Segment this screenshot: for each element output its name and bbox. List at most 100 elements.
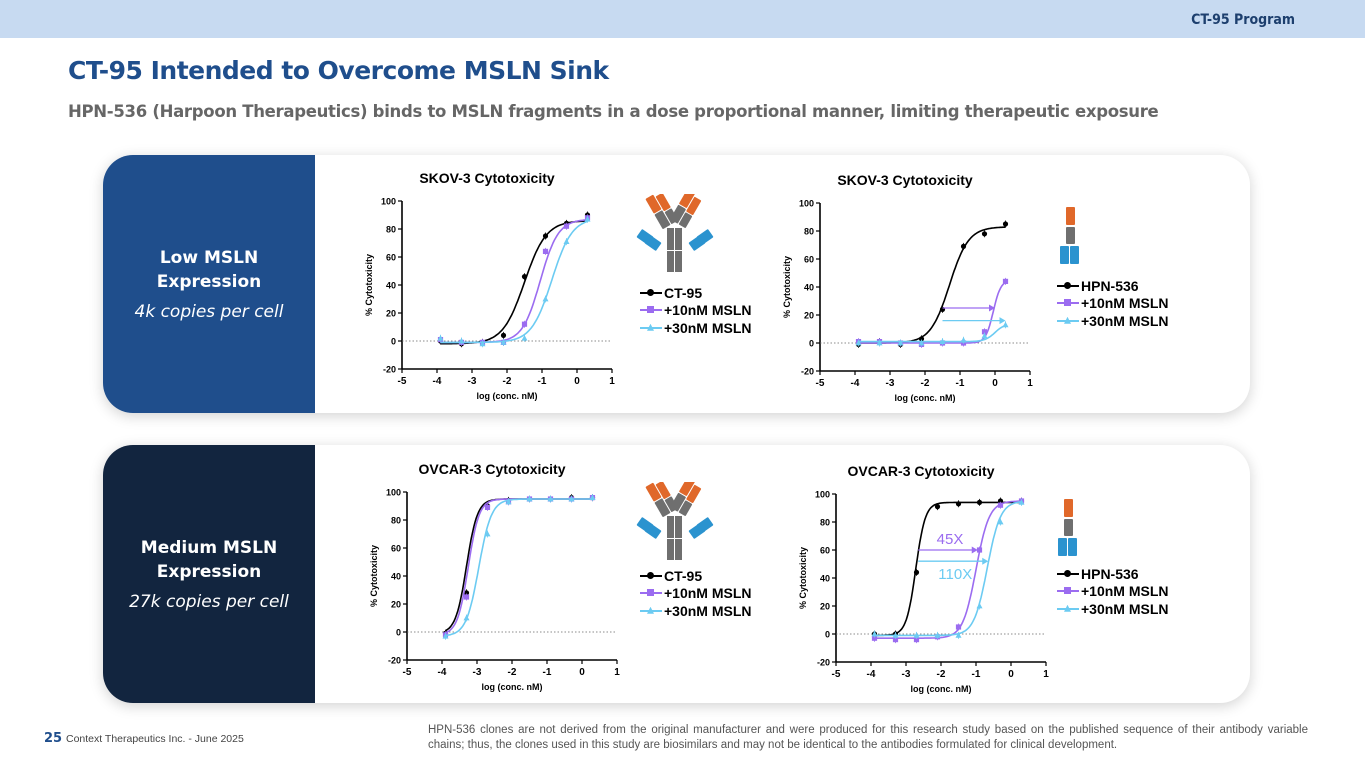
constant-heavy xyxy=(654,498,671,517)
data-point xyxy=(463,590,470,596)
data-point xyxy=(981,332,988,339)
x-tick-label: -5 xyxy=(832,669,841,680)
legend-label: +10nM MSLN xyxy=(664,585,752,602)
legend-swatch-icon xyxy=(1057,316,1079,326)
y-tick-label: -20 xyxy=(383,365,396,375)
y-tick-label: -20 xyxy=(801,367,814,377)
legend-item: +10nM MSLN xyxy=(640,302,752,320)
x-tick-label: 0 xyxy=(574,376,580,387)
data-point xyxy=(976,547,983,553)
legend-swatch-icon xyxy=(640,305,662,315)
legend-item: +30nM MSLN xyxy=(640,602,752,620)
fit-curve xyxy=(440,220,588,345)
x-tick-label: -5 xyxy=(398,376,407,387)
x-tick-label: -4 xyxy=(867,669,876,680)
fold-shift-label: 110X xyxy=(938,566,972,583)
y-tick-label: 40 xyxy=(820,574,830,584)
antibody-arm xyxy=(645,482,679,517)
scfv-right xyxy=(688,523,706,539)
data-point xyxy=(463,594,470,600)
y-tick-label: 100 xyxy=(381,197,396,207)
y-tick-label: -20 xyxy=(388,656,401,666)
data-point xyxy=(955,632,962,638)
x-tick-label: -1 xyxy=(538,376,547,387)
y-tick-label: 60 xyxy=(391,544,401,554)
legend-item: CT-95 xyxy=(640,284,752,302)
x-tick-label: -5 xyxy=(816,378,825,389)
x-tick-label: -3 xyxy=(886,378,895,389)
data-point xyxy=(913,632,920,638)
antibody-arm xyxy=(670,482,702,516)
legend-swatch-icon xyxy=(640,571,662,581)
copies-per-cell: 4k copies per cell xyxy=(134,302,284,322)
x-tick-label: -2 xyxy=(937,669,946,680)
data-point xyxy=(542,248,549,254)
msln-binding-domain xyxy=(1064,519,1073,536)
fit-curve xyxy=(874,500,1022,637)
y-tick-label: 20 xyxy=(820,602,830,612)
cd3-binding-vh xyxy=(1060,246,1069,264)
cd3-binding-vl xyxy=(1070,246,1079,264)
series-3 xyxy=(855,321,1009,347)
data-point xyxy=(463,614,470,621)
fc-heavy xyxy=(675,516,682,538)
constant-heavy xyxy=(670,204,686,224)
legend-label: +30nM MSLN xyxy=(1081,600,1169,617)
arrow-head xyxy=(982,557,989,565)
data-point xyxy=(981,329,988,335)
fc-heavy xyxy=(667,516,674,538)
fit-curve xyxy=(445,498,593,637)
x-tick-label: -3 xyxy=(468,376,477,387)
row-heading: Low MSLN Expression xyxy=(157,246,262,294)
legend-label: HPN-536 xyxy=(1081,277,1139,294)
scfv-left xyxy=(644,235,662,251)
y-tick-label: 20 xyxy=(386,309,396,319)
data-point xyxy=(955,501,962,507)
ct95-antibody-icon xyxy=(636,194,714,272)
data-point xyxy=(997,498,1004,504)
x-tick-label: 1 xyxy=(1027,378,1033,389)
series-3 xyxy=(442,494,596,640)
variable-light xyxy=(655,482,671,499)
low-msln-label-panel: Low MSLN Expression 4k copies per cell xyxy=(103,155,315,413)
fit-curve xyxy=(445,498,593,632)
fit-curve xyxy=(440,220,588,344)
x-tick-label: -2 xyxy=(503,376,512,387)
variable-light xyxy=(686,196,702,215)
hpn536-trispecific-icon xyxy=(1060,207,1079,264)
data-point xyxy=(484,530,491,537)
fc-ch3 xyxy=(675,251,682,272)
fit-curve xyxy=(874,500,1022,639)
cd3-binding-vh xyxy=(1058,538,1067,556)
disclaimer: HPN-536 clones are not derived from the … xyxy=(428,724,1308,751)
variable-heavy xyxy=(679,482,695,496)
legend-item: +10nM MSLN xyxy=(640,585,752,603)
page-number: 25 xyxy=(44,731,63,746)
data-point xyxy=(542,233,549,239)
data-point xyxy=(892,632,899,638)
data-point xyxy=(1002,321,1009,328)
x-axis-label: log (conc. nM) xyxy=(911,684,972,694)
x-tick-label: -1 xyxy=(956,378,965,389)
medium-msln-label-panel: Medium MSLN Expression 27k copies per cel… xyxy=(103,445,315,703)
x-tick-label: 1 xyxy=(1043,669,1049,680)
company-date: Context Therapeutics Inc. - June 2025 xyxy=(66,733,244,745)
x-tick-label: -3 xyxy=(473,667,482,678)
constant-heavy xyxy=(670,492,686,512)
data-point xyxy=(484,504,491,510)
x-tick-label: -2 xyxy=(508,667,517,678)
data-point xyxy=(584,216,591,222)
x-tick-label: 1 xyxy=(609,376,615,387)
data-point xyxy=(1018,499,1025,505)
data-point xyxy=(855,339,862,346)
fc-heavy xyxy=(667,228,674,250)
y-axis-label: % Cytotoxicity xyxy=(369,545,379,607)
low-msln-card: Low MSLN Expression 4k copies per cell xyxy=(103,155,1250,413)
legend-item: CT-95 xyxy=(640,567,752,585)
series-1 xyxy=(442,494,596,637)
data-point xyxy=(568,495,575,502)
legend: CT-95 +10nM MSLN +30nM MSLN xyxy=(640,567,752,620)
data-point xyxy=(563,238,570,244)
